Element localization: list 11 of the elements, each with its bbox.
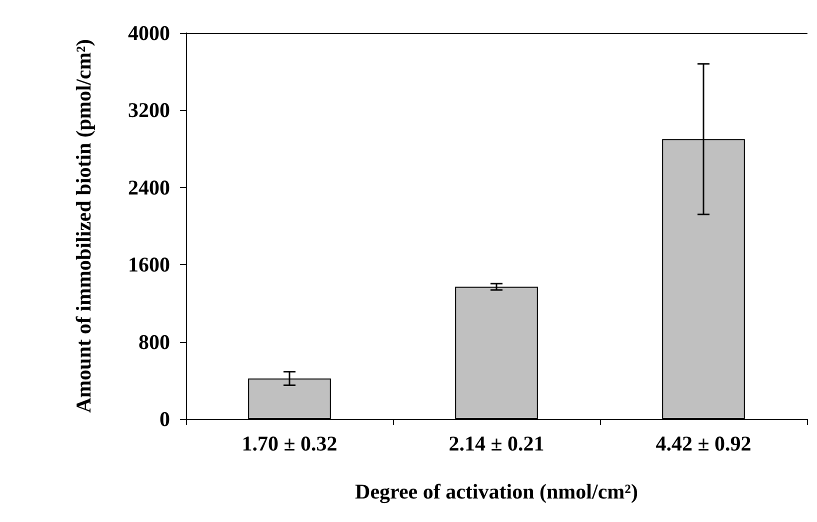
y-tick-label: 800 <box>138 330 170 354</box>
y-tick-label: 1600 <box>128 252 170 277</box>
y-tick-label: 4000 <box>128 21 170 45</box>
y-tick-label: 3200 <box>128 98 170 122</box>
y-tick-label: 2400 <box>128 175 170 200</box>
x-axis-title: Degree of activation (nmol/cm²) <box>355 480 638 504</box>
y-axis-title: Amount of immobilized biotin (pmol/cm²) <box>72 39 96 413</box>
x-tick-label: 4.42 ± 0.92 <box>656 432 752 456</box>
x-tick-label: 1.70 ± 0.32 <box>242 432 338 456</box>
y-tick-label: 0 <box>160 407 170 431</box>
x-tick-label: 2.14 ± 0.21 <box>448 432 544 456</box>
